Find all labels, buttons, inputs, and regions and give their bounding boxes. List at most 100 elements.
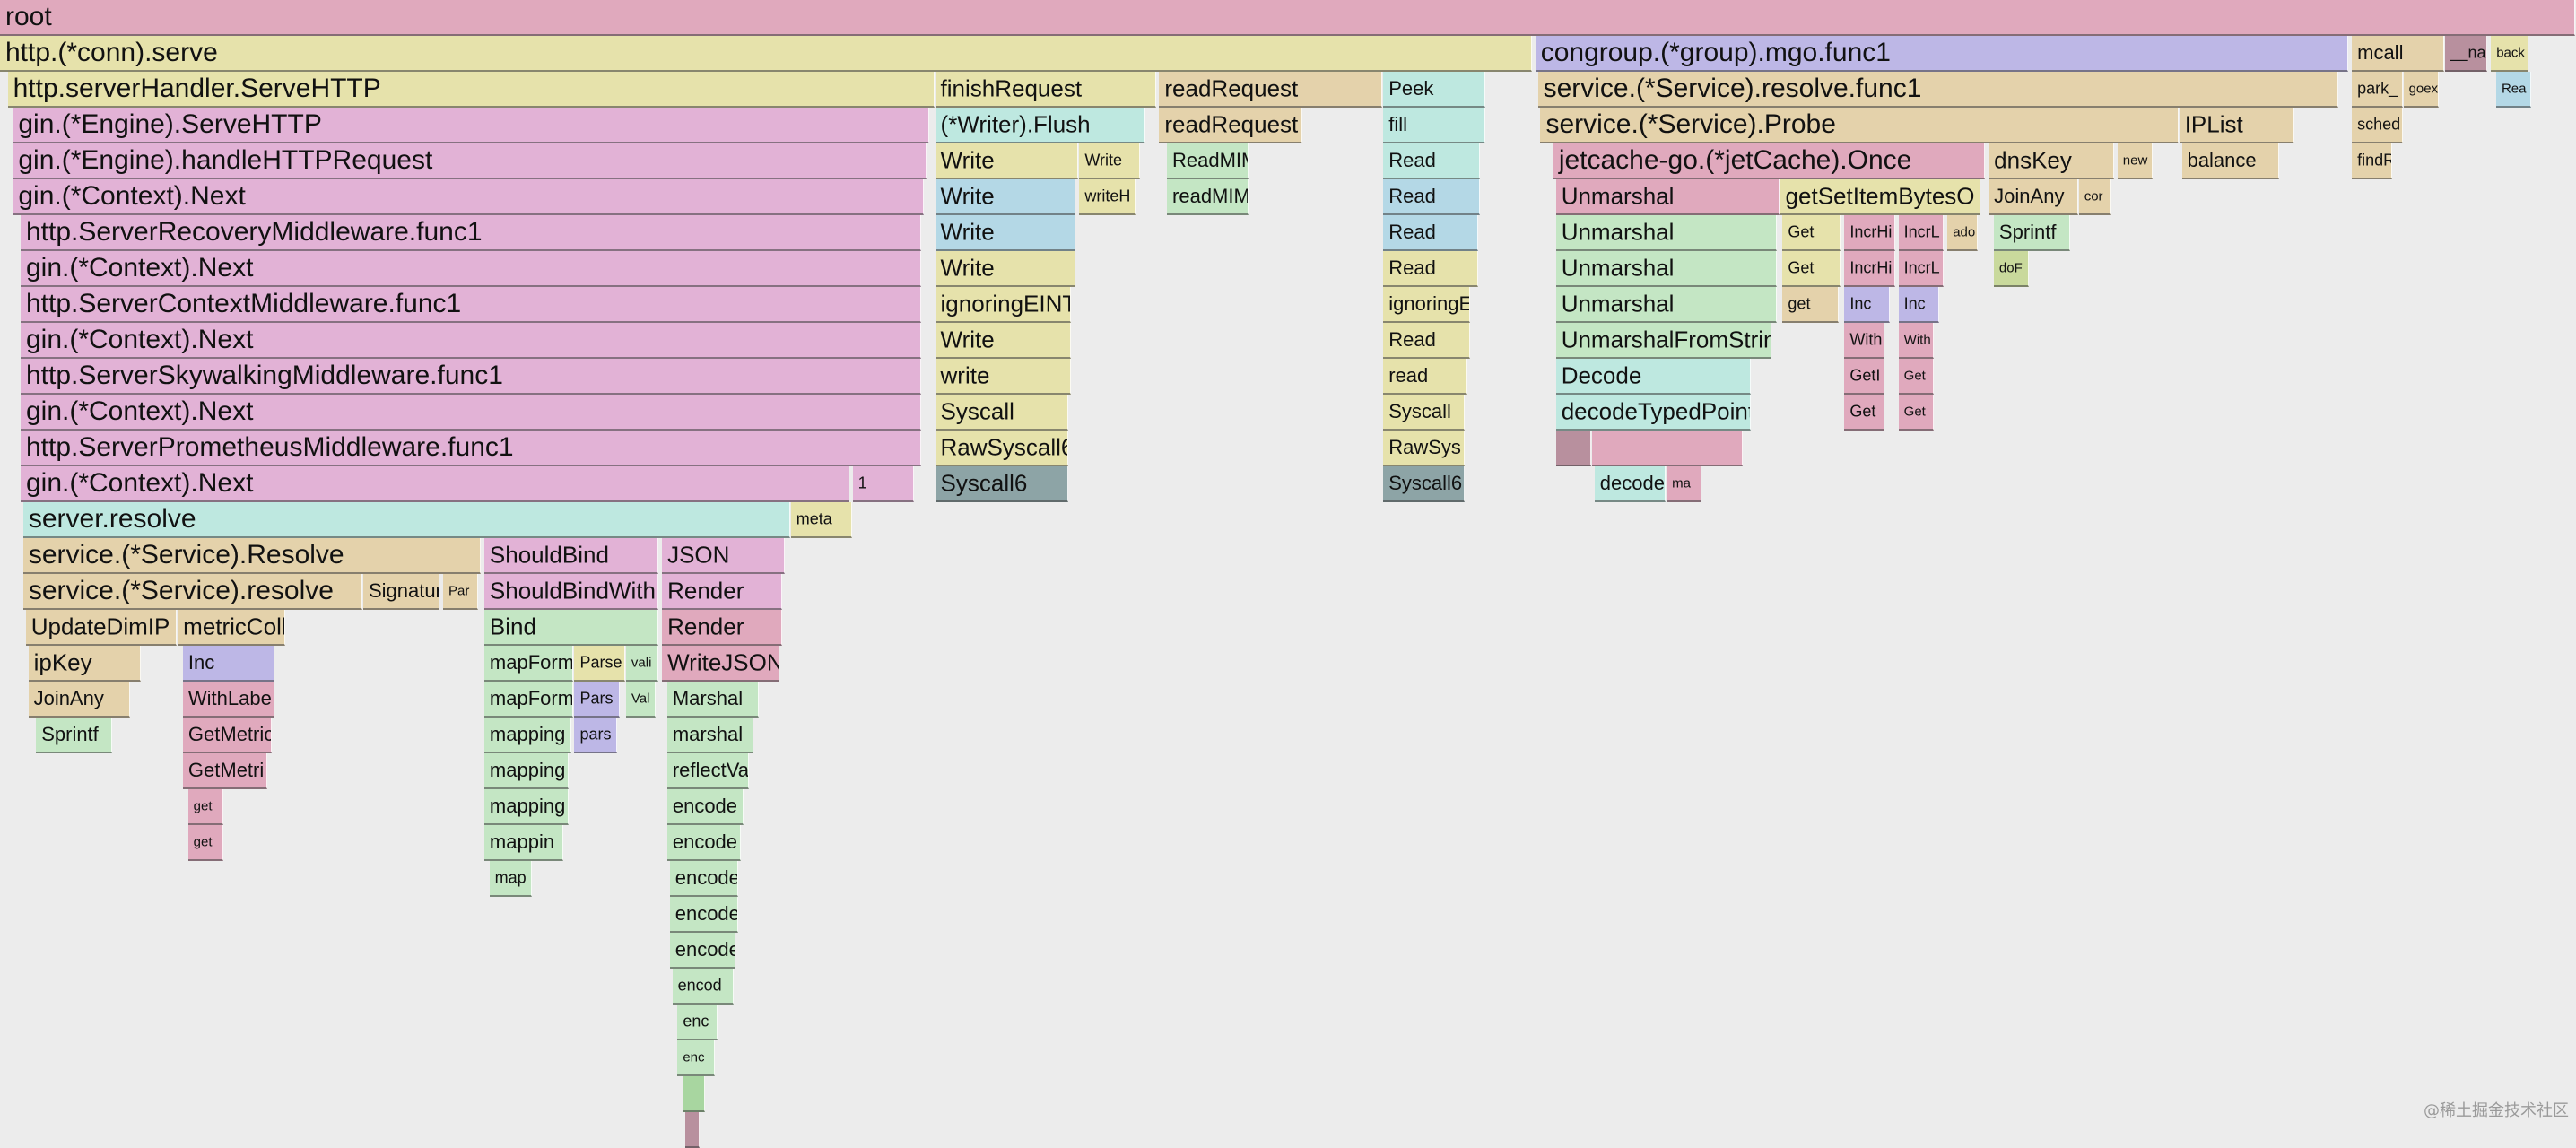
flame-frame[interactable]: marshal (667, 718, 754, 753)
flame-frame[interactable]: dnsKey (1989, 144, 2114, 179)
flame-frame[interactable]: goex (2404, 72, 2439, 108)
flame-frame[interactable]: 1 (853, 466, 914, 502)
flame-frame[interactable]: Inc (1899, 287, 1939, 323)
flame-frame[interactable]: JoinAny (1989, 179, 2078, 215)
flame-frame[interactable]: With (1899, 323, 1934, 359)
flame-frame[interactable] (683, 1076, 705, 1112)
flame-frame[interactable]: ShouldBindWith (484, 574, 658, 610)
flame-frame[interactable]: Rea (2496, 72, 2531, 108)
flame-frame[interactable]: Unmarshal (1556, 179, 1780, 215)
flame-frame[interactable]: __na (2445, 36, 2488, 72)
flame-frame[interactable] (1556, 430, 1591, 466)
flame-frame[interactable]: gin.(*Context).Next (21, 395, 921, 430)
flame-frame[interactable]: enc (677, 1004, 718, 1040)
flame-frame[interactable]: Unmarshal (1556, 251, 1777, 287)
flame-frame[interactable]: decode (1595, 466, 1666, 502)
flame-frame[interactable]: readRequest (1159, 108, 1302, 144)
flame-frame[interactable]: Signatur (363, 574, 439, 610)
flame-frame[interactable]: Write (936, 251, 1076, 287)
flame-frame[interactable]: mcall (2352, 36, 2443, 72)
flame-frame[interactable]: metricCollec (178, 610, 285, 646)
flame-frame[interactable]: http.ServerSkywalkingMiddleware.func1 (21, 359, 921, 395)
flame-frame[interactable]: fill (1383, 108, 1485, 144)
flame-frame[interactable]: Pars (574, 682, 620, 718)
flame-frame[interactable]: IncrHi (1844, 251, 1894, 287)
flame-frame[interactable]: Unmarshal (1556, 287, 1777, 323)
flame-frame[interactable]: balance (2182, 144, 2279, 179)
flame-frame[interactable]: service.(*Service).Probe (1540, 108, 2178, 144)
flame-frame[interactable]: http.ServerPrometheusMiddleware.func1 (21, 430, 921, 466)
flame-frame[interactable]: Get (1844, 395, 1884, 430)
flame-frame[interactable]: Render (662, 574, 782, 610)
flame-frame[interactable]: gin.(*Context).Next (21, 251, 921, 287)
flame-frame[interactable]: Render (662, 610, 782, 646)
flame-frame[interactable]: pars (574, 718, 617, 753)
flame-frame[interactable]: http.serverHandler.ServeHTTP (8, 72, 935, 108)
flame-frame[interactable]: GetMetri (183, 753, 267, 789)
flame-frame[interactable]: Decode (1556, 359, 1751, 395)
flame-frame[interactable]: enc (677, 1040, 715, 1076)
flame-frame[interactable]: Bind (484, 610, 658, 646)
flame-frame[interactable]: Read (1383, 323, 1470, 359)
flame-frame[interactable]: IPList (2180, 108, 2294, 144)
flame-frame[interactable]: get (1782, 287, 1838, 323)
flame-frame[interactable]: mapForm (484, 682, 574, 718)
flame-frame[interactable]: gin.(*Engine).handleHTTPRequest (13, 144, 927, 179)
flame-frame[interactable]: Get (1782, 215, 1841, 251)
flame-frame[interactable]: mapping (484, 789, 569, 825)
flame-frame[interactable]: jetcache-go.(*jetCache).Once (1553, 144, 1985, 179)
flame-frame[interactable]: service.(*Service).resolve.func1 (1538, 72, 2338, 108)
flame-frame[interactable]: reflectVa (667, 753, 749, 789)
flame-frame[interactable]: findR (2352, 144, 2392, 179)
flame-frame[interactable]: mappin (484, 825, 563, 861)
flame-frame[interactable]: readMIM (1167, 179, 1249, 215)
flame-frame[interactable] (1592, 430, 1743, 466)
flame-frame[interactable]: Write (936, 179, 1076, 215)
flame-frame[interactable]: mapForm (484, 646, 574, 682)
flame-frame[interactable]: Write (936, 144, 1079, 179)
flame-frame[interactable]: encode (667, 789, 744, 825)
flame-frame[interactable]: Write (1079, 144, 1140, 179)
flame-frame[interactable]: ado (1947, 215, 1977, 251)
flame-frame[interactable]: ipKey (29, 646, 141, 682)
flame-frame[interactable]: JoinAny (29, 682, 131, 718)
flame-frame[interactable]: get (188, 789, 223, 825)
flame-frame[interactable]: ReadMIM (1167, 144, 1249, 179)
flame-frame[interactable]: sched (2352, 108, 2402, 144)
flame-frame[interactable]: Get (1899, 359, 1934, 395)
flame-frame[interactable]: writeH (1079, 179, 1135, 215)
flame-frame[interactable]: RawSyscall6 (936, 430, 1068, 466)
flame-frame[interactable]: Read (1383, 144, 1480, 179)
flame-frame[interactable]: UpdateDimIP (26, 610, 177, 646)
flame-frame[interactable]: encode (670, 897, 739, 933)
flame-frame[interactable]: Inc (183, 646, 274, 682)
flame-frame[interactable]: Syscall6 (936, 466, 1068, 502)
flame-frame[interactable]: Get (1899, 395, 1934, 430)
flame-frame[interactable]: Val (626, 682, 656, 718)
flame-frame[interactable]: Marshal (667, 682, 759, 718)
flame-frame[interactable]: gin.(*Context).Next (21, 323, 921, 359)
flame-frame[interactable]: park_ (2352, 72, 2402, 108)
flame-frame[interactable]: RawSys (1383, 430, 1465, 466)
flame-frame[interactable]: ignoringEINTRI (936, 287, 1071, 323)
flame-frame[interactable]: mapping (484, 753, 569, 789)
flame-frame[interactable]: Inc (1844, 287, 1890, 323)
flame-frame[interactable]: decodeTypedPointer (1556, 395, 1751, 430)
flame-frame[interactable]: meta (791, 502, 852, 538)
flame-frame[interactable]: encode (667, 825, 741, 861)
flame-frame[interactable]: (*Writer).Flush (936, 108, 1146, 144)
flame-frame[interactable]: Syscall (1383, 395, 1465, 430)
flame-frame[interactable]: gin.(*Context).Next (13, 179, 924, 215)
flame-frame[interactable]: encod (673, 969, 734, 1004)
flame-frame[interactable]: Parse (574, 646, 624, 682)
flame-frame[interactable]: Sprintf (1994, 215, 2070, 251)
flame-frame[interactable]: ShouldBind (484, 538, 658, 574)
flame-frame[interactable]: IncrHi (1844, 215, 1894, 251)
flame-frame[interactable]: encode (670, 861, 739, 897)
flame-frame[interactable]: Sprintf (36, 718, 112, 753)
flame-frame[interactable]: IncrL (1899, 251, 1945, 287)
flame-frame[interactable]: GetI (1844, 359, 1884, 395)
flame-frame[interactable]: Unmarshal (1556, 215, 1777, 251)
flame-frame[interactable]: gin.(*Context).Next (21, 466, 849, 502)
flame-frame[interactable]: http.(*conn).serve (0, 36, 1532, 72)
